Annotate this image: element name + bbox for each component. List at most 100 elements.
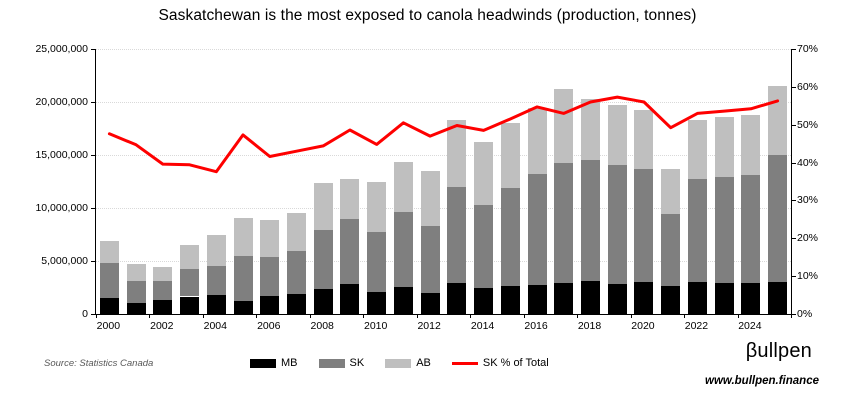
- chart-title: Saskatchewan is the most exposed to cano…: [158, 7, 697, 24]
- bar-segment-ab-2025: [768, 86, 788, 155]
- bar-segment-mb-2007: [286, 294, 306, 314]
- x-axis-labels: 2000 2002 2004 2006 2008 2010 2012 2014 2016 2018…: [95, 320, 790, 334]
- bar-segment-mb-2006: [260, 295, 280, 314]
- brand-website: www.bullpen.finance: [705, 375, 819, 387]
- x-axis-label: 2012: [417, 320, 441, 332]
- bar-segment-sk-2011: [393, 211, 413, 287]
- bar-segment-mb-2023: [714, 283, 734, 314]
- bar-segment-sk-2004: [206, 265, 226, 296]
- y-axis-label-right: 70%: [797, 43, 819, 55]
- x-axis-tick: [577, 314, 579, 318]
- y-axis-label-right: 20%: [797, 232, 819, 245]
- bar-segment-sk-2005: [233, 255, 253, 302]
- bar-segment-sk-2017: [554, 163, 574, 284]
- legend-item-mb: MB: [250, 357, 298, 369]
- x-axis-label: 2016: [524, 320, 548, 332]
- right-axis-tick: [791, 314, 796, 315]
- bar-segment-mb-2014: [474, 288, 494, 314]
- ab-swatch-icon: [385, 358, 412, 368]
- y-axis-label-left: 15,000,000: [35, 149, 88, 161]
- bar-segment-mb-2004: [206, 295, 226, 314]
- bar-segment-ab-2015: [500, 123, 520, 188]
- bar-segment-ab-2013: [447, 120, 467, 187]
- left-axis-tick: [91, 261, 96, 262]
- y-axis-label-right: 0%: [797, 308, 813, 320]
- gridline: [96, 102, 791, 103]
- bar-segment-ab-2004: [206, 235, 226, 266]
- x-axis-tick: [523, 314, 525, 318]
- bar-segment-ab-2014: [474, 142, 494, 206]
- bar-segment-ab-2016: [527, 108, 547, 175]
- bar-segment-ab-2017: [554, 89, 574, 164]
- bar-segment-ab-2021: [661, 168, 681, 215]
- x-axis-tick: [149, 314, 151, 318]
- bar-segment-ab-2023: [714, 116, 734, 177]
- x-axis-tick: [684, 314, 686, 318]
- bar-segment-mb-2001: [126, 302, 146, 314]
- bar-segment-sk-2006: [260, 256, 280, 296]
- bar-segment-ab-2022: [687, 120, 707, 180]
- x-axis-tick: [256, 314, 258, 318]
- x-axis-label: 2008: [310, 320, 334, 332]
- gridline: [96, 261, 791, 262]
- red-line-swatch-icon: [451, 361, 478, 365]
- left-axis-labels: 0 5,000,000 10,000,000 15,000,000 20,000,000…: [0, 43, 88, 320]
- right-axis-tick: [791, 124, 796, 126]
- x-axis-tick: [202, 314, 204, 318]
- right-axis-tick: [791, 49, 796, 50]
- bar-segment-mb-2002: [153, 299, 173, 314]
- bar-segment-mb-2018: [581, 281, 601, 314]
- bar-segment-ab-2020: [634, 110, 654, 169]
- y-axis-label-left: 10,000,000: [35, 202, 88, 214]
- right-axis-tick: [791, 238, 796, 240]
- bar-segment-mb-2017: [554, 283, 574, 314]
- legend-item-sk-pct: SK % of Total: [451, 357, 549, 369]
- bar-segment-sk-2009: [340, 218, 360, 285]
- gridline: [96, 208, 791, 209]
- bar-segment-sk-2012: [420, 226, 440, 293]
- y-axis-label-left: 25,000,000: [35, 43, 88, 55]
- legend: MB SK AB SK % of Total: [250, 357, 549, 369]
- bar-segment-ab-2012: [420, 170, 440, 226]
- right-axis-tick: [791, 276, 796, 278]
- bar-segment-ab-2018: [581, 98, 601, 161]
- bar-segment-mb-2020: [634, 282, 654, 314]
- bar-segment-sk-2001: [126, 280, 146, 303]
- sk-swatch-icon: [318, 358, 345, 368]
- bar-segment-mb-2024: [741, 283, 761, 314]
- bar-segment-mb-2025: [768, 282, 788, 314]
- bar-segment-mb-2013: [447, 283, 467, 314]
- x-axis-label: 2010: [363, 320, 388, 332]
- bar-segment-sk-2013: [447, 186, 467, 284]
- bar-segment-sk-2019: [607, 164, 627, 285]
- brand-logo: βullpen: [745, 340, 812, 362]
- legend-label-ab: AB: [416, 357, 431, 369]
- legend-item-ab: AB: [385, 357, 431, 369]
- x-axis-tick: [791, 314, 792, 318]
- left-axis-tick: [91, 49, 96, 50]
- x-axis-label: 2020: [631, 320, 655, 332]
- y-axis-label-right: 40%: [797, 156, 819, 169]
- bar-segment-mb-2012: [420, 292, 440, 314]
- bar-segment-sk-2021: [661, 214, 681, 286]
- bar-segment-mb-2016: [527, 285, 547, 314]
- gridline: [96, 155, 791, 156]
- bar-segment-ab-2019: [607, 105, 627, 165]
- y-axis-label-left: 0: [82, 308, 88, 320]
- plot-area: [91, 49, 796, 318]
- bar-segment-mb-2005: [233, 301, 253, 314]
- x-axis-tick: [630, 314, 632, 318]
- bar-segment-ab-2010: [367, 181, 387, 233]
- legend-label-sk-pct: SK % of Total: [482, 357, 549, 369]
- bar-segment-mb-2021: [661, 285, 681, 314]
- bar-segment-ab-2007: [286, 213, 306, 252]
- bar-segment-sk-2000: [99, 263, 119, 299]
- right-axis-tick: [791, 200, 796, 202]
- x-axis-tick: [470, 314, 472, 318]
- bar-segment-mb-2011: [393, 286, 413, 314]
- bar-segment-mb-2003: [180, 296, 200, 314]
- bar-segment-ab-2024: [741, 114, 761, 176]
- x-axis-label: 2022: [684, 320, 709, 332]
- legend-label-sk: SK: [349, 357, 365, 369]
